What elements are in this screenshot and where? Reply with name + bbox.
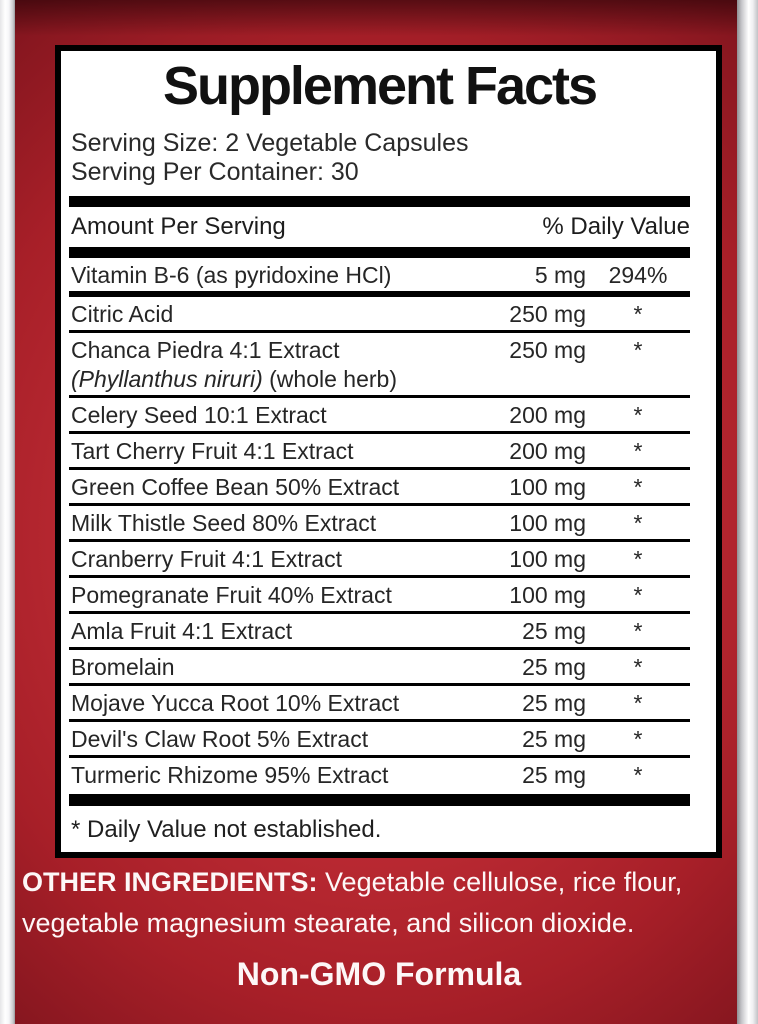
table-row: Vitamin B-6 (as pyridoxine HCl) 5 mg 294… [69, 258, 690, 297]
table-row: Amla Fruit 4:1 Extract 25 mg * [69, 614, 690, 650]
table-row: Tart Cherry Fruit 4:1 Extract 200 mg * [69, 434, 690, 470]
other-ingredients-label: OTHER INGREDIENTS: [22, 867, 318, 897]
ingredient-name-cell: Milk Thistle Seed 80% Extract [71, 510, 466, 537]
table-row: Citric Acid 250 mg * [69, 297, 690, 333]
table-row: Celery Seed 10:1 Extract 200 mg * [69, 398, 690, 434]
ingredient-name: Citric Acid [71, 301, 174, 327]
ingredient-amount: 100 mg [509, 546, 586, 572]
ingredient-daily-value: * [633, 402, 643, 428]
ingredient-amount: 25 mg [522, 690, 586, 716]
ingredient-name: Bromelain [71, 654, 175, 680]
table-row: Chanca Piedra 4:1 Extract (Phyllanthus n… [69, 333, 690, 398]
ingredient-daily-value: * [633, 582, 643, 608]
ingredient-name: Chanca Piedra 4:1 Extract [71, 337, 340, 363]
ingredient-amount: 25 mg [522, 654, 586, 680]
serving-info: Serving Size: 2 Vegetable Capsules Servi… [71, 129, 690, 187]
table-row: Bromelain 25 mg * [69, 650, 690, 686]
serving-size-line: Serving Size: 2 Vegetable Capsules [71, 129, 469, 157]
ingredient-daily-value: * [633, 762, 643, 788]
ingredient-name: Pomegranate Fruit 40% Extract [71, 582, 392, 608]
other-ingredients-text: Vegetable cellulose, rice flour, vegetab… [22, 867, 683, 938]
supplement-facts-panel: Supplement Facts Serving Size: 2 Vegetab… [55, 45, 722, 858]
panel-title: Supplement Facts [162, 56, 598, 116]
ingredient-daily-value: * [633, 618, 643, 644]
ingredient-subname: (Phyllanthus niruri) (whole herb) [71, 366, 466, 393]
serving-per-container-line: Serving Per Container: 30 [71, 158, 359, 186]
ingredient-amount: 25 mg [522, 762, 586, 788]
ingredient-name-cell: Mojave Yucca Root 10% Extract [71, 690, 466, 717]
ingredient-name-cell: Vitamin B-6 (as pyridoxine HCl) [71, 262, 466, 289]
table-row: Green Coffee Bean 50% Extract 100 mg * [69, 470, 690, 506]
ingredient-name: Tart Cherry Fruit 4:1 Extract [71, 438, 354, 464]
table-header: Amount Per Serving % Daily Value [69, 207, 690, 247]
ingredient-daily-value: * [633, 438, 643, 464]
table-row: Cranberry Fruit 4:1 Extract 100 mg * [69, 542, 690, 578]
ingredient-latin-name: (Phyllanthus niruri) [71, 366, 263, 392]
ingredient-name-cell: Cranberry Fruit 4:1 Extract [71, 546, 466, 573]
ingredient-name-cell: Citric Acid [71, 301, 466, 328]
ingredient-amount: 5 mg [534, 262, 586, 288]
ingredient-name-cell: Chanca Piedra 4:1 Extract (Phyllanthus n… [71, 337, 466, 393]
ingredient-name-cell: Celery Seed 10:1 Extract [71, 402, 466, 429]
ingredient-name-cell: Bromelain [71, 654, 466, 681]
ingredient-amount: 25 mg [522, 618, 586, 644]
ingredient-daily-value: * [633, 301, 643, 327]
divider-bar-bottom [69, 794, 690, 806]
table-row: Milk Thistle Seed 80% Extract 100 mg * [69, 506, 690, 542]
table-row: Turmeric Rhizome 95% Extract 25 mg * [69, 758, 690, 794]
ingredient-amount: 250 mg [509, 337, 586, 363]
ingredient-name-cell: Devil's Claw Root 5% Extract [71, 726, 466, 753]
ingredient-daily-value: * [633, 726, 643, 752]
ingredient-name: Green Coffee Bean 50% Extract [71, 474, 400, 500]
ingredient-daily-value: * [633, 474, 643, 500]
ingredient-name: Celery Seed 10:1 Extract [71, 402, 327, 428]
divider-bar-top [69, 196, 690, 207]
ingredient-amount: 25 mg [522, 726, 586, 752]
ingredient-amount: 100 mg [509, 510, 586, 536]
table-row: Mojave Yucca Root 10% Extract 25 mg * [69, 686, 690, 722]
table-row: Devil's Claw Root 5% Extract 25 mg * [69, 722, 690, 758]
ingredient-part: (whole herb) [269, 366, 397, 392]
ingredient-name-cell: Green Coffee Bean 50% Extract [71, 474, 466, 501]
ingredient-name: Cranberry Fruit 4:1 Extract [71, 546, 342, 572]
ingredient-amount: 100 mg [509, 474, 586, 500]
other-ingredients: OTHER INGREDIENTS: Vegetable cellulose, … [0, 862, 758, 944]
non-gmo-formula: Non-GMO Formula [236, 956, 522, 992]
header-amount-per-serving: Amount Per Serving [71, 213, 286, 240]
ingredient-name: Amla Fruit 4:1 Extract [71, 618, 293, 644]
header-daily-value: % Daily Value [542, 213, 690, 240]
bottle-edge-right [737, 0, 758, 1024]
ingredient-rows: Vitamin B-6 (as pyridoxine HCl) 5 mg 294… [69, 258, 690, 794]
ingredient-name-cell: Turmeric Rhizome 95% Extract [71, 762, 466, 789]
ingredient-daily-value: * [633, 546, 643, 572]
ingredient-name: Milk Thistle Seed 80% Extract [71, 510, 377, 536]
label-footer: OTHER INGREDIENTS: Vegetable cellulose, … [0, 862, 758, 993]
ingredient-daily-value: * [633, 337, 643, 363]
ingredient-name-cell: Amla Fruit 4:1 Extract [71, 618, 466, 645]
daily-value-footnote: * Daily Value not established. [71, 816, 382, 843]
ingredient-daily-value: * [633, 690, 643, 716]
ingredient-name-cell: Pomegranate Fruit 40% Extract [71, 582, 466, 609]
ingredient-daily-value: 294% [608, 262, 668, 288]
ingredient-name: Devil's Claw Root 5% Extract [71, 726, 369, 752]
ingredient-daily-value: * [633, 510, 643, 536]
ingredient-daily-value: * [633, 654, 643, 680]
ingredient-amount: 250 mg [509, 301, 586, 327]
ingredient-name: Mojave Yucca Root 10% Extract [71, 690, 400, 716]
bottle-edge-left [0, 0, 15, 1024]
divider-bar-header [69, 247, 690, 258]
table-row: Pomegranate Fruit 40% Extract 100 mg * [69, 578, 690, 614]
ingredient-amount: 100 mg [509, 582, 586, 608]
ingredient-name: Vitamin B-6 (as pyridoxine HCl) [71, 262, 392, 288]
ingredient-name: Turmeric Rhizome 95% Extract [71, 762, 389, 788]
ingredient-amount: 200 mg [509, 438, 586, 464]
ingredient-name-cell: Tart Cherry Fruit 4:1 Extract [71, 438, 466, 465]
ingredient-amount: 200 mg [509, 402, 586, 428]
